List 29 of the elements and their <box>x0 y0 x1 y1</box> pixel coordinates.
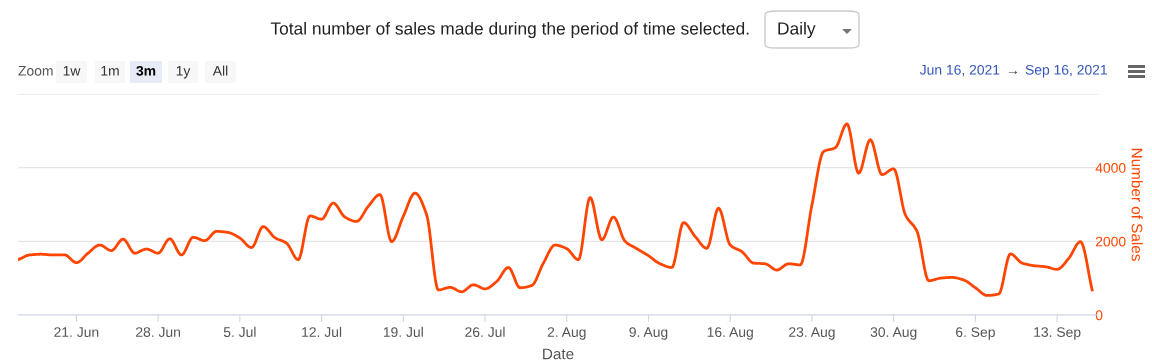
x-tick-label: 16. Aug <box>707 327 753 340</box>
x-tick-label: 6. Sep <box>956 327 995 340</box>
y-tick-label: 4000 <box>1095 163 1126 173</box>
x-tick-label: 12. Jul <box>302 326 342 338</box>
text: 3m <box>136 65 156 76</box>
text: Sep 16, 2021 <box>1025 64 1107 78</box>
x-tick-label: 9. Aug <box>629 327 668 340</box>
chart-title: Total number of sales made during the period of time selected. <box>270 21 749 39</box>
text: 1m <box>101 66 119 76</box>
y-tick-label: 2000 <box>1095 236 1126 247</box>
x-tick-label: 23. Aug <box>789 327 835 340</box>
x-tick-label: 21. Jun <box>54 327 99 338</box>
y-tick-label: 0 <box>1095 310 1103 321</box>
text: 1y <box>176 66 191 79</box>
text: → <box>1008 70 1018 74</box>
x-tick-label: 28. Jun <box>136 327 180 338</box>
x-tick-label: 19. Jul <box>383 326 423 338</box>
text: Zoom <box>18 66 53 76</box>
x-tick-label: 2. Aug <box>547 327 586 340</box>
text: All <box>212 65 228 76</box>
text: 1w <box>63 66 81 76</box>
x-tick-label: 26. Jul <box>465 326 505 338</box>
text: Jun 16, 2021 <box>919 64 1000 77</box>
x-tick-label: 13. Sep <box>1034 327 1081 340</box>
x-tick-label: 5. Jul <box>223 326 256 338</box>
y-axis-title: Number of Sales <box>1131 148 1143 261</box>
x-axis-title: Date <box>543 348 574 360</box>
x-tick-label: 30. Aug <box>870 327 917 340</box>
text: Daily <box>778 21 816 39</box>
